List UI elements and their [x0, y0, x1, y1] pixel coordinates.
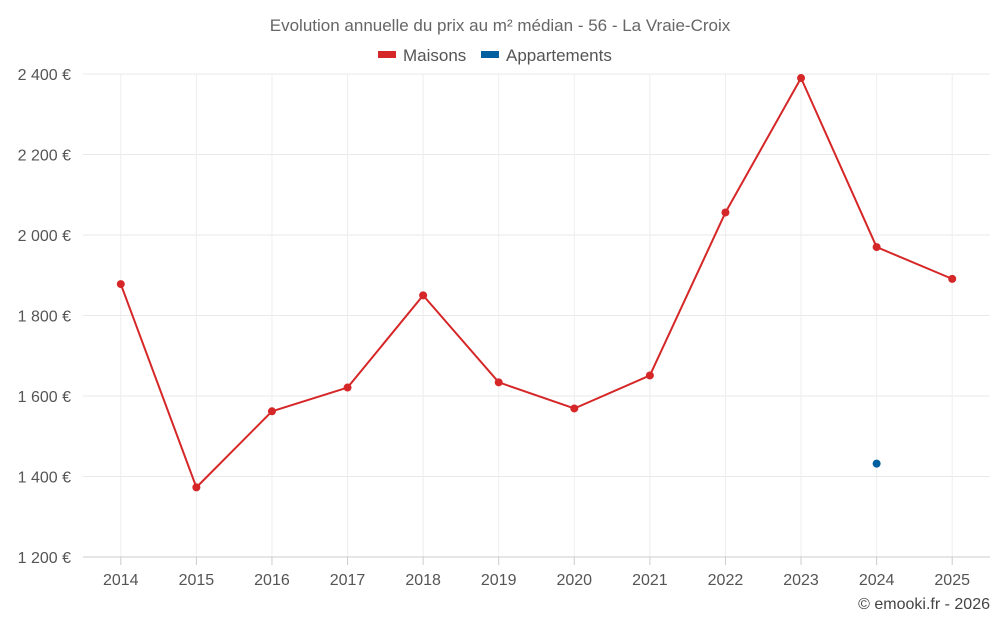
- data-point-appartements-2024[interactable]: [872, 459, 881, 468]
- data-point-maisons-2015[interactable]: [192, 483, 201, 492]
- y-tick-label: 1 800 €: [18, 309, 71, 326]
- y-axis-ticks: 1 200 € 1 400 € 1 600 € 1 800 € 2 000 € 2 200…: [18, 67, 71, 567]
- x-tick-label: 2022: [708, 572, 744, 589]
- y-tick-label: 1 600 €: [18, 389, 71, 406]
- legend-swatch-maisons: [378, 51, 396, 58]
- x-tick-label: 2018: [405, 572, 441, 589]
- x-tick-label: 2017: [330, 572, 366, 589]
- data-point-maisons-2021[interactable]: [645, 371, 654, 380]
- x-tick-label: 2021: [632, 572, 668, 589]
- chart-title: Evolution annuelle du prix au m² médian …: [270, 16, 731, 35]
- x-axis-ticks: 2014 2015 2016 2017 2018 2019 2020 2021 2022 2023…: [103, 557, 970, 589]
- legend-item-maisons[interactable]: Maisons: [378, 46, 466, 65]
- x-tick-label: 2016: [254, 572, 290, 589]
- series-line-maisons: [119, 77, 953, 489]
- x-tick-label: 2019: [481, 572, 517, 589]
- data-point-maisons-2016[interactable]: [267, 407, 276, 416]
- credit-text: © emooki.fr - 2026: [858, 596, 990, 613]
- legend-item-appartements[interactable]: Appartements: [481, 46, 612, 65]
- data-point-maisons-2025[interactable]: [948, 274, 957, 283]
- y-tick-label: 2 200 €: [18, 148, 71, 165]
- data-point-maisons-2018[interactable]: [419, 291, 428, 300]
- legend[interactable]: Maisons Appartements: [378, 46, 612, 65]
- series-appartements: [872, 459, 881, 468]
- legend-swatch-appartements: [481, 51, 499, 58]
- data-point-maisons-2022[interactable]: [721, 208, 730, 217]
- series-layer: [116, 74, 957, 492]
- y-tick-label: 2 000 €: [18, 228, 71, 245]
- data-point-maisons-2017[interactable]: [343, 383, 352, 392]
- x-tick-label: 2024: [859, 572, 895, 589]
- x-tick-label: 2025: [934, 572, 970, 589]
- data-point-maisons-2024[interactable]: [872, 243, 881, 252]
- legend-label-maisons: Maisons: [403, 46, 466, 65]
- y-tick-label: 2 400 €: [18, 67, 71, 84]
- data-point-maisons-2019[interactable]: [494, 378, 503, 387]
- data-point-maisons-2023[interactable]: [797, 74, 806, 83]
- x-tick-label: 2015: [179, 572, 215, 589]
- x-tick-label: 2023: [783, 572, 819, 589]
- y-tick-label: 1 200 €: [18, 550, 71, 567]
- data-point-maisons-2020[interactable]: [570, 404, 579, 413]
- y-tick-label: 1 400 €: [18, 470, 71, 487]
- x-tick-label: 2020: [556, 572, 592, 589]
- grid: [83, 73, 990, 557]
- series-maisons: [116, 74, 957, 492]
- data-point-maisons-2014[interactable]: [116, 280, 125, 289]
- legend-label-appartements: Appartements: [506, 46, 612, 65]
- x-tick-label: 2014: [103, 572, 139, 589]
